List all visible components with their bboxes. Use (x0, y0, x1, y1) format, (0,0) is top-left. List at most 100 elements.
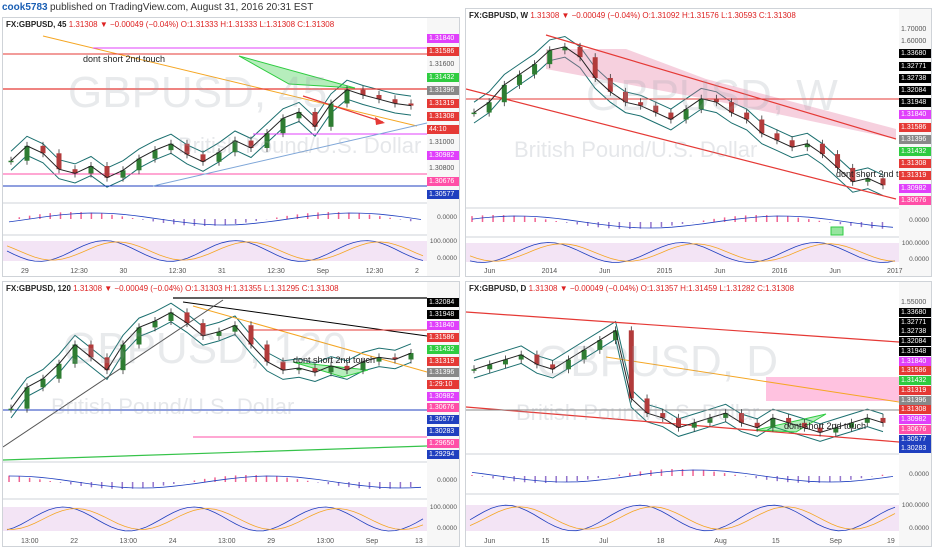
macd-line (471, 215, 894, 229)
rsi-signal-line (469, 506, 896, 530)
time-axis-tick: 15 (541, 538, 550, 545)
candle-body (40, 378, 46, 388)
orange-trendline (605, 356, 900, 403)
ohlc-label: O:1.31357 H:1.31459 L:1.31282 C:1.31308 (640, 284, 795, 293)
chart-panel-top-left[interactable]: FX:GBPUSD, 45 1.31308 ▼ −0.00049 (−0.04%… (2, 17, 460, 277)
price-line (473, 329, 884, 434)
candle-body (136, 327, 142, 345)
cloud-area (546, 49, 896, 139)
time-axis-tick: 29 (267, 538, 276, 545)
price-label: 1.30982 (899, 183, 931, 193)
price-label: 1.31308 (899, 405, 931, 415)
candle-body (8, 160, 14, 163)
rsi-signal-line (469, 243, 896, 262)
candle-body (653, 105, 659, 113)
candle-body (408, 353, 414, 360)
price-label: 1.30283 (427, 426, 459, 436)
candle-body (200, 154, 206, 162)
candle-body (360, 89, 366, 95)
rsi-band (3, 507, 427, 531)
watermark-symbol: GBPUSD, 120 (63, 324, 347, 373)
price-label: 1.31586 (427, 333, 459, 343)
price-label: 44:10 (427, 125, 459, 134)
candle-body (312, 111, 318, 127)
candle-body (668, 112, 674, 120)
candle-body (72, 344, 78, 364)
candle-body (691, 422, 697, 428)
time-axis-tick: 13:00 (119, 538, 138, 545)
red-arrow-line (302, 95, 384, 123)
rsi-signal-line (6, 241, 424, 261)
red-arrow-head (375, 117, 385, 125)
candle-body (534, 354, 540, 365)
candle-body (296, 368, 302, 371)
change-label: 1.31308 ▼ −0.00049 (−0.04%) (68, 20, 179, 29)
lower-band (10, 98, 412, 188)
price-label: 1.30982 (427, 151, 459, 160)
lower-band (10, 321, 412, 419)
time-axis-tick: Jun (714, 268, 726, 275)
green-triangle-drawing (238, 55, 356, 89)
candle-body (581, 349, 587, 360)
price-label: 1.60000 (901, 38, 927, 46)
candle-body (72, 169, 78, 174)
candle-body (136, 158, 142, 171)
time-axis-tick: 2014 (541, 268, 558, 275)
publish-info: published on TradingView.com, August 31,… (50, 2, 314, 13)
pink-zone (766, 377, 899, 401)
price-label: 1.31586 (427, 47, 459, 56)
rsi-line (6, 240, 424, 262)
rising-trendline (152, 122, 428, 187)
price-label: 1.31840 (899, 356, 931, 366)
chart-header: FX:GBPUSD, 45 1.31308 ▼ −0.00049 (−0.04%… (6, 20, 334, 29)
price-label: 1.55000 (901, 299, 927, 306)
candle-body (392, 99, 398, 104)
time-axis-tick: 30 (119, 268, 128, 275)
candle-body (698, 98, 704, 110)
candle-body (754, 422, 760, 428)
candle-body (471, 369, 477, 371)
price-label: 1.31319 (427, 356, 459, 366)
orange-trendline (192, 305, 428, 373)
username-link[interactable]: cook5783 (2, 2, 48, 13)
macd-line (8, 212, 422, 226)
chart-panel-bottom-left[interactable]: FX:GBPUSD, 120 1.31308 ▼ −0.00049 (−0.04… (2, 281, 460, 547)
candle-body (200, 323, 206, 336)
time-axis-tick: Sep (316, 268, 329, 275)
upper-channel-line (545, 34, 897, 140)
green-support-trendline (3, 445, 428, 461)
price-label: 1.29650 (427, 438, 459, 448)
candle-body (280, 118, 286, 134)
candle-body (607, 77, 613, 92)
rsi-axis-tick: 0.0000 (909, 525, 929, 532)
candle-body (865, 178, 871, 182)
candle-body (833, 427, 839, 433)
rsi-axis-tick: 0.0000 (437, 525, 457, 532)
price-label: 1.31000 (429, 139, 455, 146)
price-line (10, 89, 412, 179)
candle-body (40, 145, 46, 154)
candle-body (152, 150, 158, 159)
candle-body (713, 98, 719, 103)
rsi-axis-tick: 0.0000 (437, 255, 457, 262)
chart-panel-top-right[interactable]: FX:GBPUSD, W 1.31308 ▼ −0.00049 (−0.04%)… (465, 8, 932, 277)
candle-body (8, 408, 14, 411)
rsi-axis-tick: 100.0000 (901, 502, 929, 509)
watermark-description: British Pound/U.S. Dollar (514, 137, 758, 162)
chart-header: FX:GBPUSD, D 1.31308 ▼ −0.00049 (−0.04%)… (469, 284, 794, 293)
lower-channel-line (466, 406, 900, 443)
price-label: 1.31840 (427, 34, 459, 43)
price-label: 1.31432 (899, 147, 931, 156)
chart-panel-bottom-right[interactable]: FX:GBPUSD, D 1.31308 ▼ −0.00049 (−0.04%)… (465, 281, 932, 547)
candle-body (723, 413, 729, 418)
rsi-line (469, 242, 896, 263)
candle-body (328, 103, 334, 127)
time-axis-tick: 13:00 (316, 538, 335, 545)
watermark-description: British Pound/U.S. Dollar (178, 133, 422, 158)
candle-body (376, 95, 382, 100)
time-axis-tick: 12:30 (168, 268, 187, 275)
candle-body (24, 145, 30, 161)
price-label: 1.31948 (899, 98, 931, 108)
chart-annotation: dont short 2nd touch (784, 421, 867, 431)
time-axis-tick: Jun (599, 268, 611, 275)
